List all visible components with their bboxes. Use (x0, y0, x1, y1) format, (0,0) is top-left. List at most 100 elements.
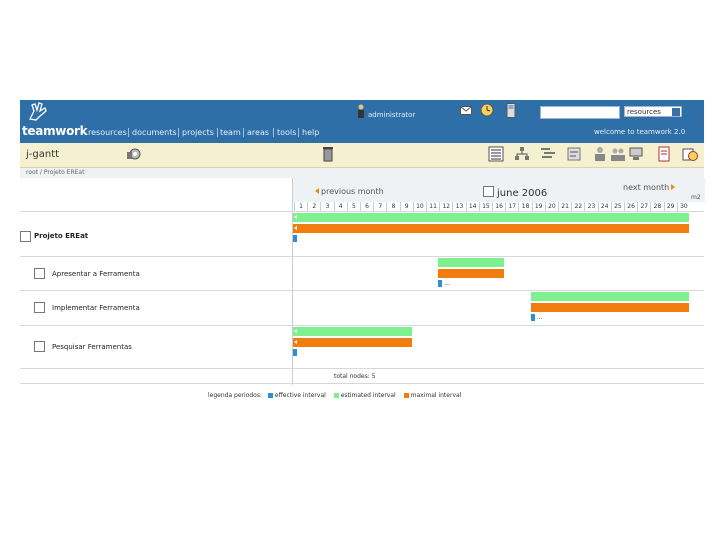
calendar-clock-icon[interactable] (682, 146, 698, 162)
legend-title: legenda periodos: (208, 392, 262, 399)
day-label: 1 (294, 202, 307, 212)
breadcrumb: root / Projeto EREat (20, 168, 704, 178)
nav-separator (178, 128, 179, 137)
estimated-interval-bar[interactable] (530, 292, 689, 301)
arrow-left-icon (294, 215, 297, 219)
day-label: 27 (637, 202, 650, 212)
search-input[interactable] (540, 106, 620, 119)
user-icon (358, 104, 364, 118)
day-label: 24 (597, 202, 611, 212)
effective-interval-bar[interactable] (293, 349, 297, 356)
nav-resources[interactable]: resources (88, 128, 127, 137)
list-icon[interactable] (488, 146, 504, 162)
task-icon (34, 268, 45, 279)
legend: legenda periodos: effective interval est… (208, 392, 461, 399)
row-divider (20, 325, 704, 326)
day-label: 21 (558, 202, 571, 212)
row-divider (20, 211, 704, 212)
bar-note: ... (536, 314, 543, 321)
arrow-left-icon (294, 226, 297, 230)
total-nodes-value: 5 (371, 373, 376, 380)
calendar-icon[interactable] (483, 186, 494, 197)
next-month-label: next month (623, 183, 670, 192)
maximal-interval-bar[interactable] (530, 303, 689, 312)
task-name[interactable]: Implementar Ferramenta (52, 304, 140, 312)
team-icon[interactable] (610, 146, 626, 162)
assignments-icon[interactable] (566, 146, 582, 162)
estimated-interval-bar[interactable] (438, 258, 505, 267)
bar-note: ... (444, 280, 450, 287)
total-nodes-label: total nodes: (334, 373, 370, 380)
day-label: 23 (584, 202, 597, 212)
arrow-right-icon (671, 184, 676, 190)
effective-interval-bar[interactable] (530, 314, 535, 321)
nav-tools[interactable]: tools (277, 128, 297, 137)
phone-icon[interactable] (506, 103, 516, 118)
day-label: 15 (478, 202, 492, 212)
computer-icon[interactable] (628, 146, 644, 162)
people-icon[interactable] (592, 146, 608, 162)
month-label: june 2006 (497, 188, 548, 199)
clock-icon[interactable] (480, 103, 494, 117)
task-icon (34, 341, 45, 352)
previous-month-link[interactable]: previous month (315, 187, 384, 196)
day-label: 14 (465, 202, 479, 212)
month-title: june 2006 (483, 186, 547, 199)
trash-icon[interactable] (320, 146, 336, 162)
gantt-icon[interactable] (540, 146, 556, 162)
maximal-interval-bar[interactable] (438, 269, 505, 278)
effective-interval-bar[interactable] (293, 235, 297, 242)
nav-areas[interactable]: areas (247, 128, 270, 137)
nav-separator (128, 128, 129, 137)
task-name[interactable]: Apresentar a Ferramenta (52, 270, 140, 278)
day-label: 3 (320, 202, 333, 212)
day-label: 29 (663, 202, 677, 212)
search-scope-value: resources (627, 108, 661, 116)
teamwork-app: teamwork resources documents projects te… (20, 100, 705, 400)
document-icon[interactable] (656, 146, 672, 162)
legend-swatch-effective (267, 393, 273, 398)
day-label: 11 (426, 202, 439, 212)
effective-interval-bar[interactable] (438, 280, 443, 287)
gantt-timeline: previous month june 2006 next month m2 1… (292, 178, 705, 385)
estimated-interval-bar[interactable] (293, 213, 689, 222)
mail-icon[interactable] (460, 106, 472, 115)
day-label: 6 (360, 202, 373, 212)
row-divider (20, 256, 704, 257)
maximal-interval-bar[interactable] (293, 224, 689, 233)
day-label: 9 (399, 202, 413, 212)
legend-swatch-estimated (333, 393, 339, 398)
day-label: 13 (452, 202, 465, 212)
org-chart-icon[interactable] (514, 146, 530, 162)
row-divider (20, 368, 704, 369)
legend-swatch-maximal (403, 393, 409, 398)
day-label: 17 (505, 202, 518, 212)
nav-separator (217, 128, 218, 137)
nav-projects[interactable]: projects (182, 128, 214, 137)
user-link[interactable]: administrator (368, 111, 416, 119)
teamwork-logo-text[interactable]: teamwork (22, 124, 88, 138)
search-scope-select[interactable]: resources (624, 106, 682, 117)
nav-documents[interactable]: documents (132, 128, 177, 137)
estimated-interval-bar[interactable] (293, 327, 412, 336)
maximal-interval-bar[interactable] (293, 338, 412, 347)
day-label: 26 (624, 202, 637, 212)
arrow-left-icon (294, 340, 297, 344)
task-name[interactable]: Pesquisar Ferramentas (52, 343, 132, 351)
nav-team[interactable]: team (220, 128, 241, 137)
day-label: 10 (412, 202, 426, 212)
day-label: 18 (518, 202, 531, 212)
day-label: 2 (307, 202, 320, 212)
zoom-corner[interactable]: m2 (691, 194, 701, 201)
header-bar: teamwork resources documents projects te… (20, 100, 704, 143)
nav-help[interactable]: help (302, 128, 320, 137)
previous-month-label: previous month (321, 187, 384, 196)
gear-icon[interactable] (126, 146, 142, 162)
nav-separator (243, 128, 244, 137)
welcome-text: welcome to teamwork 2.0 (594, 128, 686, 136)
next-month-link[interactable]: next month (623, 183, 676, 192)
breadcrumb-text[interactable]: root / Projeto EREat (26, 169, 85, 176)
task-icon (34, 302, 45, 313)
task-name[interactable]: Projeto EREat (34, 232, 89, 240)
day-label: 30 (676, 202, 690, 212)
